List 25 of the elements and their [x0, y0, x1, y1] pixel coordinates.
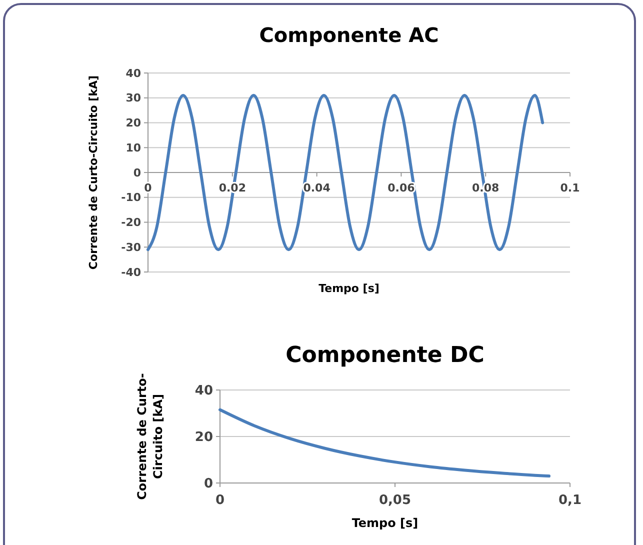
y-tick-label: 20: [194, 430, 213, 446]
y-axis-title: Corrente de Curto-Circuito [kA]: [86, 75, 100, 270]
x-tick-label: 0,1: [558, 493, 582, 508]
y-tick-label: 10: [126, 141, 142, 154]
line-series: [218, 408, 550, 478]
chart-title: Componente DC: [286, 343, 484, 368]
line-series: [146, 94, 544, 252]
y-tick-label: -10: [121, 191, 142, 204]
x-tick-label: 0: [144, 182, 152, 194]
y-tick-label: 0: [204, 476, 213, 492]
y-axis-title: Corrente de Curto-Circuito [kA]: [135, 373, 166, 500]
y-tick-label: 40: [126, 66, 142, 80]
x-tick-label: 0,05: [378, 493, 412, 508]
x-axis-title: Tempo [s]: [318, 282, 380, 295]
chart-title: Componente AC: [259, 23, 439, 47]
y-tick-label: 30: [126, 92, 142, 105]
y-tick-label: -30: [121, 240, 142, 254]
y-tick-label: -20: [121, 216, 142, 230]
x-tick-label: 0: [215, 493, 225, 508]
y-tick-label: 40: [194, 384, 213, 399]
y-tick-label: 20: [126, 116, 142, 130]
y-tick-label: -40: [121, 266, 142, 279]
y-tick-label: 0: [133, 166, 142, 180]
x-tick-label: 0.1: [560, 182, 580, 194]
x-axis-title: Tempo [s]: [352, 516, 418, 530]
